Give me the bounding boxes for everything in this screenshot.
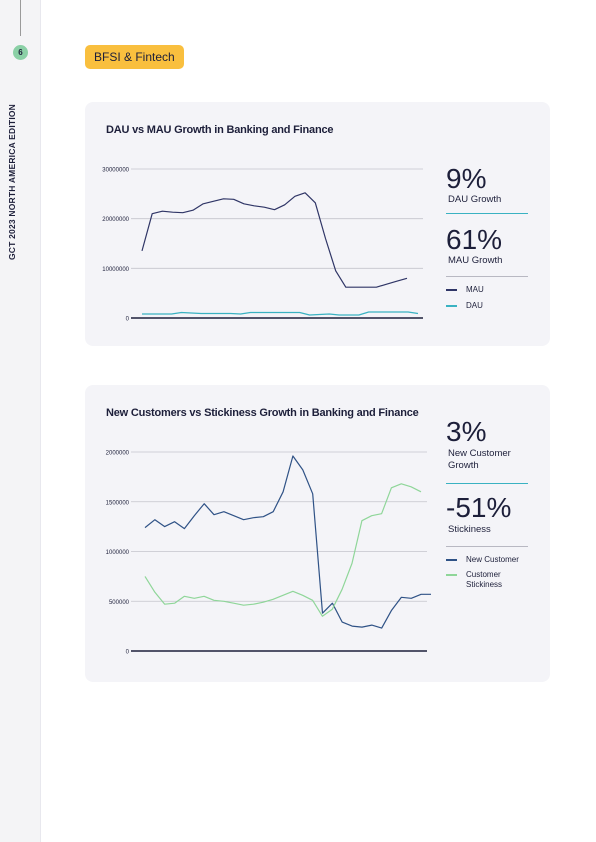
legend-item: MAU [446,285,484,295]
line-chart-customers-stickiness: 0 500000 1000000 1500000 2000000 [106,451,431,656]
stat-value: 3% [446,416,487,447]
stat-value: 61% [446,224,503,255]
stat-label: New Customer Growth [448,448,511,471]
legend-label: DAU [466,301,483,310]
y-tick-label: 2000000 [106,451,130,457]
side-divider [20,0,21,36]
legend-item: DAU [446,301,483,311]
legend-swatch [446,289,457,291]
y-tick-label: 1000000 [106,550,130,556]
legend-swatch [446,559,457,561]
y-tick-label: 1500000 [106,500,130,506]
series-line-new-customer [144,455,431,629]
series-line-dau [142,311,419,316]
page-number: 6 [13,45,28,60]
y-tick-label: 0 [126,650,130,656]
stat-divider [446,276,528,277]
legend-item: New Customer [446,555,519,565]
stat-value: 9% [446,163,487,194]
side-strip: 6 GCT 2023 NORTH AMERICA EDITION [0,0,41,842]
legend-label: MAU [466,285,484,294]
stat-label: Stickiness [448,524,491,535]
y-tick-label: 500000 [109,600,130,606]
section-tag: BFSI & Fintech [85,45,184,69]
stat-divider [446,213,528,214]
legend-item: Customer Stickiness [446,570,526,590]
stat-divider [446,483,528,484]
legend-swatch [446,305,457,307]
y-tick-label: 30000000 [102,168,129,174]
chart-title: New Customers vs Stickiness Growth in Ba… [106,407,419,419]
y-tick-label: 10000000 [102,267,129,273]
stat-label: MAU Growth [448,255,503,266]
series-line-customer-stickiness [144,483,422,617]
chart-card-dau-mau: DAU vs MAU Growth in Banking and Finance… [85,102,550,346]
chart-card-customers-stickiness: New Customers vs Stickiness Growth in Ba… [85,385,550,682]
line-chart-dau-mau: 0 10000000 20000000 30000000 [102,168,423,323]
stat-value: -51% [446,492,512,523]
edition-label: GCT 2023 NORTH AMERICA EDITION [7,103,17,260]
legend-swatch [446,574,457,576]
y-tick-label: 0 [126,317,130,323]
legend-label: Customer Stickiness [466,570,503,589]
edition-wrap: GCT 2023 NORTH AMERICA EDITION [7,70,21,260]
stat-label: DAU Growth [448,194,502,205]
y-tick-label: 20000000 [102,217,129,223]
legend-label: New Customer [466,555,519,564]
stat-divider [446,546,528,547]
chart-title: DAU vs MAU Growth in Banking and Finance [106,124,334,136]
series-line-mau [141,192,408,288]
